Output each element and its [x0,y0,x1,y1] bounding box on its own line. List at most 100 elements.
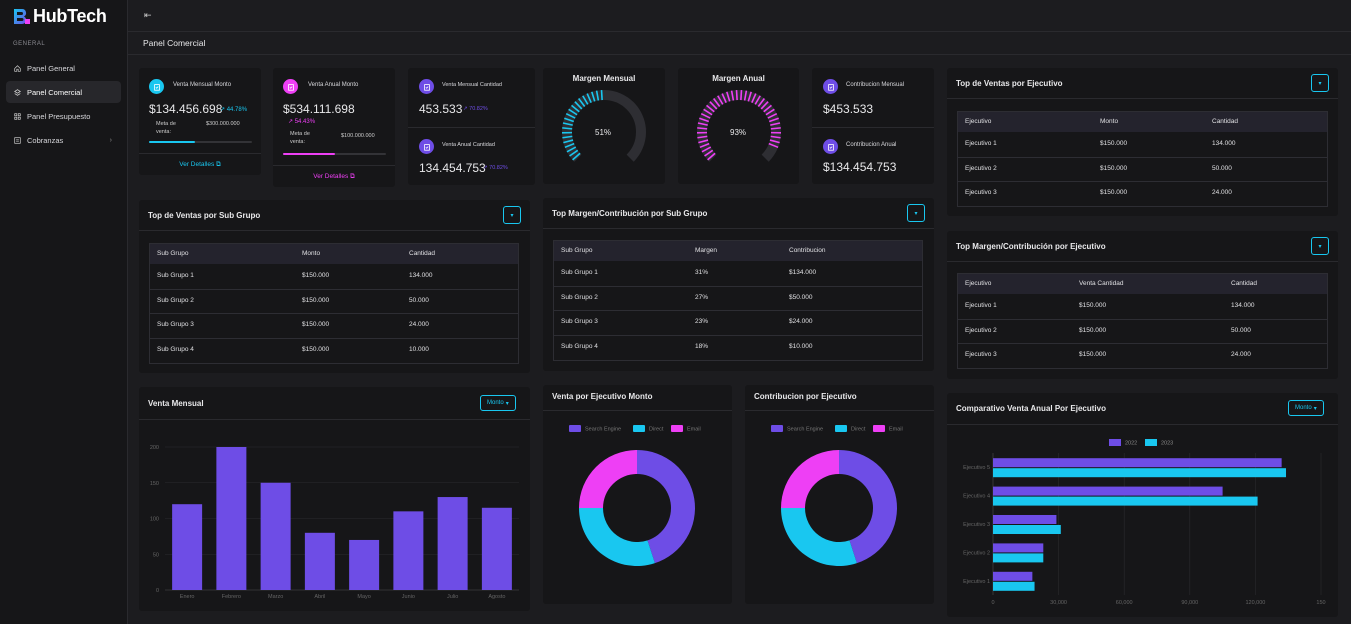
table-cell: Ejecutivo 2 [965,164,997,172]
donut-slice [579,450,637,508]
bar [260,482,291,590]
gauge-tick [582,95,589,105]
data-table: Sub Grupo Margen Contribucion Sub Grupo 1 31… [553,240,923,361]
contribucion-ejecutivo-card: Contribucion por Ejecutivo Search Engine… [745,385,934,604]
y-tick-label: Ejecutivo 5 [963,465,990,471]
y-tick-label: 0 [156,588,159,594]
button-label: Monto [487,400,504,406]
trend-up-icon: ↗ [220,107,227,113]
card-title: Venta Mensual [148,399,204,408]
legend-swatch [835,425,847,432]
divider [543,410,732,411]
gauge-tick [697,122,708,126]
gauge-tick [760,101,769,110]
gauge-tick [591,91,596,102]
column-header: Sub Grupo [157,250,189,257]
kpi-venta-anual-monto: Venta Anual Monto $534.111.698 ↗ 54.43% … [273,68,395,187]
kpi-change: ↗ 70.82% [483,165,508,171]
top-margen-ejecutivo-card: Top Margen/Contribución por Ejecutivo ▾ … [947,231,1338,379]
page-title-bar: Panel Comercial [128,32,1351,55]
sidebar-item-panel-presupuesto[interactable]: Panel Presupuesto [6,105,121,127]
gauge-tick [765,108,775,116]
gauge-tick [743,90,748,101]
row-divider [554,334,922,336]
gauge-tick [735,90,738,101]
logo[interactable]: HubTech [12,6,107,27]
sidebar-item-panel-general[interactable]: Panel General [6,57,121,79]
meta-progress-bar [149,141,252,143]
ver-detalles-link[interactable]: Ver Detalles ⧉ [273,173,395,181]
table-header [958,274,1327,294]
kpi-change-value: 44.78% [226,107,248,113]
data-table: Sub Grupo Monto Cantidad Sub Grupo 1 $150.00… [149,243,519,364]
divider [139,419,530,420]
bar [993,543,1044,553]
row-divider [150,288,518,290]
chevron-right-icon: › [109,136,112,144]
row-divider [958,181,1327,183]
row-divider [150,337,518,339]
venta-mensual-chart: 0 50 100 150 200 Enero Febrero Marzo Abril Mayo Ju… [150,445,519,600]
collapse-left-icon[interactable]: ⇤ [144,10,152,20]
logo-text: HubTech [33,6,107,26]
gauge-tick [571,104,580,113]
y-tick-label: Ejecutivo 4 [963,494,990,500]
clipboard-icon [823,79,838,94]
trend-up-icon: ↗ [483,165,490,171]
legend-label: Search Engine [585,427,621,433]
gauge-tick [568,108,578,116]
x-tick-label: Enero [180,594,195,600]
legend-label: Email [687,427,701,433]
bar [993,571,1033,581]
table-cell: Sub Grupo 1 [157,272,194,279]
page-title: Panel Comercial [143,38,206,48]
table-cell: $24.000 [789,318,813,326]
meta-label: Meta de venta: [156,121,176,135]
divider [139,230,530,231]
sidebar-item-cobranzas[interactable]: Cobranzas › [6,129,121,151]
dropdown-button[interactable]: ▾ [503,206,521,224]
dropdown-button[interactable]: ▾ [1311,237,1329,255]
gauge-title: Margen Anual [712,74,765,83]
gauge-tick [699,117,710,123]
x-tick-label: Febrero [222,594,241,600]
legend-label: 2023 [1161,441,1173,447]
venta-ejecutivo-card: Venta por Ejecutivo Monto Search Engine D… [543,385,732,604]
kpi-value: $134.456.698 [149,102,223,116]
sidebar-item-panel-comercial[interactable]: Panel Comercial [6,81,121,103]
progress-fill [283,153,335,155]
row-divider [958,343,1327,345]
column-header: Sub Grupo [561,247,593,254]
table-cell: $150.000 [1079,326,1107,334]
table-cell: Sub Grupo 3 [561,318,598,326]
home-icon [14,64,21,72]
y-tick-label: Ejecutivo 1 [963,579,990,585]
divider [273,165,395,166]
gauge-margen-anual: Margen Anual 93% [678,68,799,184]
dropdown-button[interactable]: ▾ [1311,74,1329,92]
sidebar-item-label: Cobranzas [27,135,64,145]
table-cell: $150.000 [1100,164,1128,172]
gauge-tick [697,135,708,139]
kpi-cantidad-card: Venta Mensual Cantidad 453.533 ↗ 70.82% … [408,68,535,185]
ver-detalles-link[interactable]: Ver Detalles ⧉ [139,161,261,169]
grid-icon [14,112,21,120]
bar [993,581,1035,591]
table-cell: $150.000 [1100,189,1128,197]
donut-slice [579,508,655,566]
kpi-value: 134.454.753 [419,161,486,175]
kpi-venta-mensual-monto: Venta Mensual Monto $134.456.698 ↗ 44.78… [139,68,261,175]
table-cell: 23% [695,318,709,326]
sidebar-item-label: Panel General [27,63,75,73]
document-icon [14,136,21,144]
gauge-ticks [696,90,782,162]
column-header: Venta Cantidad [1079,280,1124,287]
kpi-label: Venta Mensual Monto [173,82,232,88]
dropdown-button[interactable]: ▾ [907,204,925,222]
table-cell: Sub Grupo 2 [157,296,194,304]
gauge-tick [754,95,761,105]
monto-dropdown-button[interactable]: Monto ▾ [1288,400,1324,416]
monto-dropdown-button[interactable]: Monto ▾ [480,395,516,411]
sidebar-item-label: Panel Presupuesto [27,111,91,121]
gauge-tick [706,104,715,113]
